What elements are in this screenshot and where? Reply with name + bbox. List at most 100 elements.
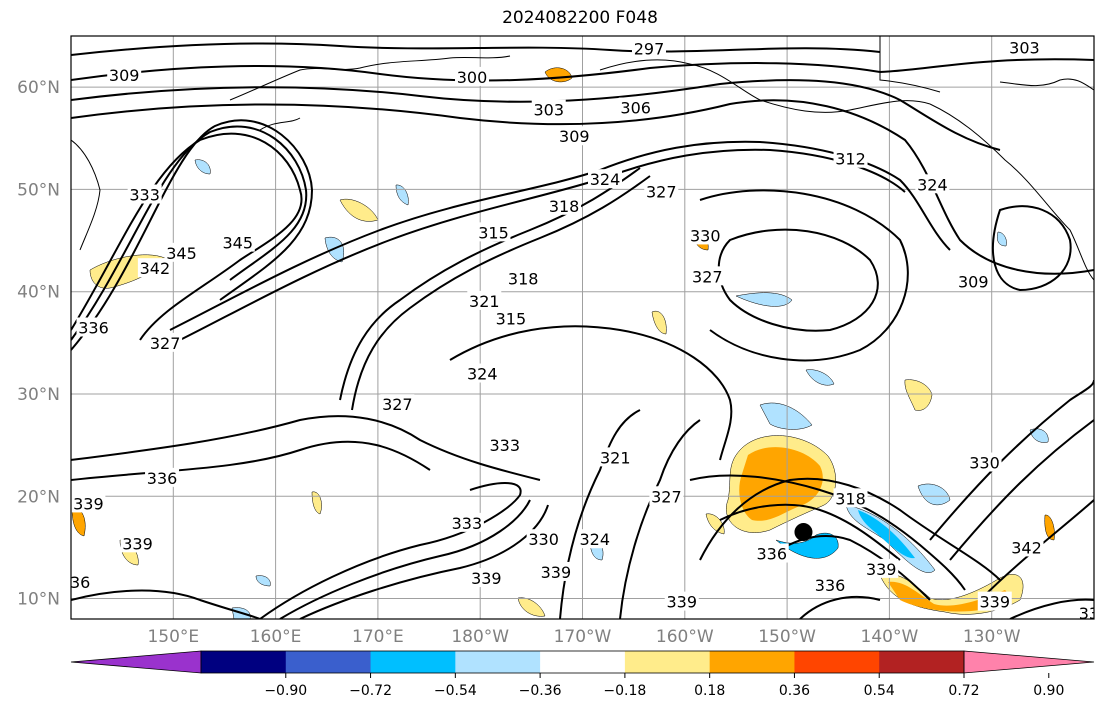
latitude-label: 50°N (17, 180, 60, 200)
longitude-label: 160°E (250, 627, 302, 647)
contour-label-background (107, 64, 142, 84)
contour-label-background (690, 266, 725, 286)
contour-line (949, 419, 1094, 561)
contour-label-background (465, 363, 500, 383)
contour-label-background (487, 435, 522, 455)
colorbar-tick-label: −0.90 (264, 683, 307, 699)
colorbar-tick-label: 0.36 (779, 683, 810, 699)
contour-label: 339 (541, 563, 572, 582)
coastline (879, 36, 941, 93)
contour-line (71, 589, 261, 619)
shade-patch (858, 510, 915, 559)
latitude-label: 40°N (17, 283, 60, 303)
contour-label-background (380, 394, 415, 414)
contour-label: 327 (382, 395, 413, 414)
contour-line (1009, 598, 1094, 619)
contour-label: 339 (73, 494, 104, 513)
latitude-label: 10°N (17, 590, 60, 610)
colorbar-outline (200, 650, 965, 674)
contour-label-background (148, 332, 183, 352)
contour-label: 336 (60, 573, 91, 592)
contour-label: 309 (109, 66, 140, 85)
latitude-labels: 60°N 50°N 40°N 30°N 20°N 10°N (17, 78, 60, 609)
contour-label-background (547, 195, 582, 215)
contour-label: 309 (958, 272, 989, 291)
colorbar-segment (455, 651, 541, 673)
shade-patch (517, 597, 546, 617)
contour-label: 324 (467, 365, 498, 384)
contour-label: 327 (646, 182, 677, 201)
coastline (929, 103, 1094, 281)
colorbar-extend-low (70, 650, 202, 674)
contour-label-background (649, 486, 684, 506)
contour-label: 312 (835, 150, 866, 169)
contour-line (169, 140, 951, 331)
contour-line (717, 228, 879, 332)
contour-label-background (754, 543, 789, 563)
contour-line (71, 415, 541, 481)
contour-line (179, 148, 906, 341)
contour-label-background (833, 488, 868, 508)
longitude-label: 160°W (656, 627, 714, 647)
contour-label-background (120, 533, 155, 553)
contour-label-background (127, 184, 162, 204)
shade-patch (651, 310, 667, 335)
contour-label-background (137, 258, 172, 278)
colorbar: −0.90 −0.72 −0.54 −0.36 −0.18 0.18 0.36 0.54 0.7… (70, 650, 1095, 699)
contour-label-background (1009, 537, 1044, 557)
contour-label: 330 (969, 454, 1000, 473)
contour-label: 318 (549, 197, 580, 216)
longitude-label: 150°E (147, 627, 199, 647)
colorbar-segment (285, 651, 372, 673)
contour-line (71, 440, 431, 481)
contour-line (929, 379, 1094, 541)
coastline (259, 117, 301, 131)
contour-line (71, 79, 1001, 151)
colorbar-tick-label: 0.54 (864, 683, 895, 699)
contour-label: 339 (471, 569, 502, 588)
colorbar-tick-label: −0.72 (349, 683, 392, 699)
contour-label-background (71, 493, 106, 513)
contour-label: 345 (222, 234, 253, 253)
longitude-label: 170°E (352, 627, 404, 647)
contour-label: 318 (508, 269, 539, 288)
contour-label-background (469, 568, 504, 588)
contour-label-background (618, 97, 653, 117)
contour-label-background (577, 529, 612, 549)
contour-label-background (1077, 602, 1094, 619)
contour-label: 300 (457, 68, 488, 87)
contour-label-background (220, 232, 255, 252)
contour-line (279, 499, 531, 619)
shade-patch (194, 159, 211, 175)
contour-label: 315 (478, 223, 509, 242)
map-border (70, 35, 1095, 620)
contour-label: 339 (666, 593, 697, 612)
contour-label: 303 (1009, 38, 1040, 57)
coastline (999, 78, 1094, 91)
contour-label: 333 (452, 514, 483, 533)
contour-label-background (557, 126, 592, 146)
contour-line (699, 189, 909, 362)
contour-label-background (967, 452, 1002, 472)
contour-label: 339 (122, 534, 153, 553)
shade-patch (739, 447, 823, 521)
shade-patch (917, 483, 951, 506)
contour-label: 321 (600, 448, 631, 467)
latitude-label: 20°N (17, 487, 60, 507)
contour-label: 327 (692, 267, 723, 286)
contour-label-background (977, 591, 1012, 611)
contour-label: 315 (496, 309, 527, 328)
contour-line (71, 42, 881, 56)
storm-center-marker (794, 523, 813, 542)
contour-line (449, 325, 733, 461)
contour-label-background (145, 467, 180, 487)
contour-label: 339 (979, 593, 1010, 612)
shade-patch (735, 292, 793, 307)
contour-label-background (164, 242, 199, 262)
contour-label: 330 (528, 530, 559, 549)
contour-label-background (915, 174, 950, 194)
contour-label-background (531, 99, 566, 119)
contour-label-background (833, 148, 868, 168)
shade-patch (1029, 428, 1049, 443)
contour-label: 297 (634, 39, 665, 58)
